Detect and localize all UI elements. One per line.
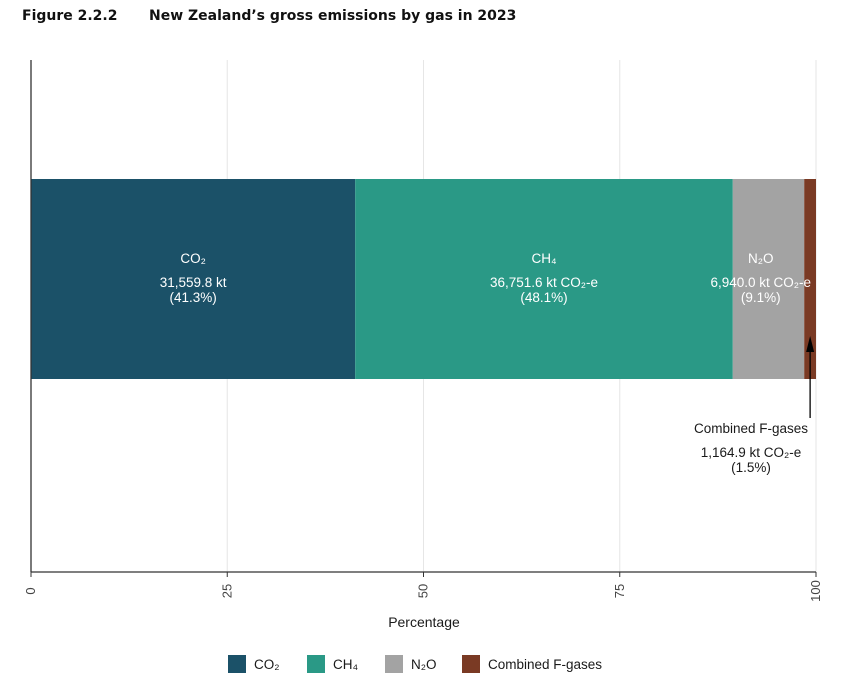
figure-title: New Zealand’s gross emissions by gas in …	[149, 8, 517, 24]
x-axis-label: Percentage	[388, 614, 460, 630]
stacked-bar	[31, 179, 816, 379]
segment-label-co2-gas: CO₂	[180, 251, 206, 266]
segment-label-n2o-pct: (9.1%)	[741, 290, 781, 305]
segment-label-co2-pct: (41.3%)	[169, 290, 216, 305]
figure-number: Figure 2.2.2	[22, 8, 118, 24]
legend-swatch-co2	[228, 655, 246, 673]
bar-segment-ch4	[355, 179, 733, 379]
segment-label-ch4-amount: 36,751.6 kt CO₂-e	[490, 275, 598, 290]
legend: CO₂ CH₄ N₂O Combined F-gases	[228, 655, 602, 673]
axes: 0 25 50 75 100 Percentage	[23, 60, 823, 630]
legend-label-ch4: CH₄	[333, 657, 358, 672]
fgas-annotation-name: Combined F-gases	[694, 421, 808, 436]
segment-labels: CO₂ 31,559.8 kt(41.3%) CH₄ 36,751.6 kt CO₂-…	[160, 251, 811, 305]
segment-label-ch4-pct: (48.1%)	[520, 290, 567, 305]
segment-label-n2o-gas: N₂O	[748, 251, 774, 266]
fgas-annotation-pct: (1.5%)	[731, 460, 771, 475]
bar-segment-co2	[31, 179, 356, 379]
legend-swatch-ch4	[307, 655, 325, 673]
x-tick-label-0: 0	[23, 587, 38, 594]
fgas-annotation: Combined F-gases 1,164.9 kt CO₂-e(1.5%)	[694, 336, 815, 475]
x-tick-label-50: 50	[416, 584, 431, 598]
legend-label-n2o: N₂O	[411, 657, 437, 672]
legend-swatch-n2o	[385, 655, 403, 673]
x-tick-label-75: 75	[612, 584, 627, 598]
legend-label-fgas: Combined F-gases	[488, 657, 602, 672]
fgas-annotation-amount: 1,164.9 kt CO₂-e	[701, 445, 802, 460]
legend-label-co2: CO₂	[254, 657, 280, 672]
bar-segment-fgas	[804, 179, 816, 379]
x-tick-label-25: 25	[219, 584, 234, 598]
x-tick-label-100: 100	[808, 580, 823, 602]
bar-segment-n2o	[732, 179, 805, 379]
segment-label-n2o-amount: 6,940.0 kt CO₂-e	[711, 275, 812, 290]
fgas-arrow-head	[806, 336, 815, 352]
segment-label-ch4-gas: CH₄	[531, 251, 556, 266]
segment-label-co2-amount: 31,559.8 kt	[160, 275, 227, 290]
legend-swatch-fgas	[462, 655, 480, 673]
